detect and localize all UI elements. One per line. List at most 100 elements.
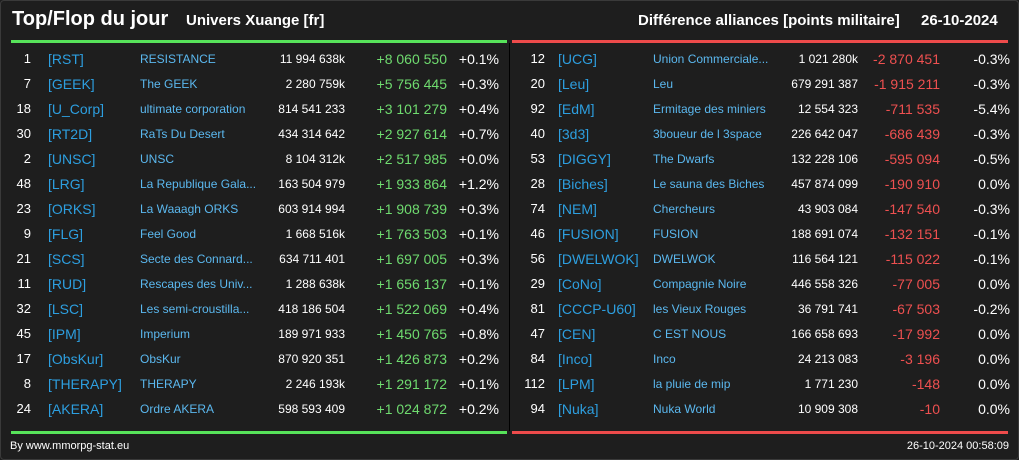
alliance-tag-link[interactable]: [CEN] xyxy=(558,326,596,342)
alliance-name-link[interactable]: Ordre AKERA xyxy=(140,402,215,416)
top-row: 17 [ObsKur] ObsKur 870 920 351 +1 426 873 +0.… xyxy=(0,348,509,373)
alliance-tag-link[interactable]: [RT2D] xyxy=(48,126,93,142)
alliance-tag-link[interactable]: [SCS] xyxy=(48,251,85,267)
alliance-name-link[interactable]: Inco xyxy=(653,352,676,366)
top-row: 30 [RT2D] RaTs Du Desert 434 314 642 +2 927 … xyxy=(0,123,509,148)
alliance-points: 116 564 121 xyxy=(792,252,858,266)
alliance-tag-link[interactable]: [ORKS] xyxy=(48,201,96,217)
alliance-tag-link[interactable]: [FLG] xyxy=(48,226,84,242)
alliance-tag-link[interactable]: [THERAPY] xyxy=(48,376,122,392)
percent-change: -0.1% xyxy=(973,226,1010,242)
alliance-name-link[interactable]: Chercheurs xyxy=(653,202,716,216)
top-row: 9 [FLG] Feel Good 1 668 516k +1 763 503 +0.1% xyxy=(0,223,509,248)
alliance-tag-link[interactable]: [NEM] xyxy=(558,201,597,217)
alliance-name-link[interactable]: La Republique Gala... xyxy=(140,177,257,191)
alliance-rank: 21 xyxy=(16,251,31,266)
alliance-name-link[interactable]: ultimate corporation xyxy=(140,102,246,116)
alliance-name-link[interactable]: Secte des Connard... xyxy=(140,252,253,266)
alliance-tag-link[interactable]: [DWELWOK] xyxy=(558,251,639,267)
alliance-points: 1 668 516k xyxy=(285,227,345,241)
percent-change: +0.1% xyxy=(458,276,499,292)
alliance-tag-link[interactable]: [UCG] xyxy=(558,51,597,67)
report-date: 26-10-2024 xyxy=(921,12,998,29)
alliance-tag-link[interactable]: [IPM] xyxy=(48,326,81,342)
alliance-tag-link[interactable]: [CoNo] xyxy=(558,276,602,292)
flop-row: 40 [3d3] 3boueur de l 3space 226 642 047 -68… xyxy=(510,123,1019,148)
percent-change: -0.5% xyxy=(973,151,1010,167)
alliance-name-link[interactable]: Les semi-croustilla... xyxy=(140,302,250,316)
alliance-name-link[interactable]: The Dwarfs xyxy=(653,152,715,166)
points-delta: +1 024 872 xyxy=(376,401,447,417)
flop-row: 81 [CCCP-U60] les Vieux Rouges 36 791 741 -6… xyxy=(510,298,1019,323)
alliance-tag-link[interactable]: [AKERA] xyxy=(48,401,104,417)
alliance-tag-link[interactable]: [FUSION] xyxy=(558,226,619,242)
points-delta: -10 xyxy=(919,401,940,417)
alliance-name-link[interactable]: Ermitage des miniers xyxy=(653,102,766,116)
alliance-tag-link[interactable]: [DIGGY] xyxy=(558,151,611,167)
percent-change: -0.3% xyxy=(973,51,1010,67)
alliance-tag-link[interactable]: [Leu] xyxy=(558,76,590,92)
alliance-tag-link[interactable]: [LSC] xyxy=(48,301,84,317)
alliance-name-link[interactable]: Le sauna des Biches xyxy=(653,177,765,191)
alliance-points: 226 642 047 xyxy=(791,127,858,141)
alliance-name-link[interactable]: THERAPY xyxy=(140,377,197,391)
top-row: 21 [SCS] Secte des Connard... 634 711 401 +1… xyxy=(0,248,509,273)
top-row: 24 [AKERA] Ordre AKERA 598 593 409 +1 024 87… xyxy=(0,398,509,423)
alliance-name-link[interactable]: La Waaagh ORKS xyxy=(140,202,239,216)
alliance-tag-link[interactable]: [3d3] xyxy=(558,126,590,142)
alliance-name-link[interactable]: RaTs Du Desert xyxy=(140,127,225,141)
alliance-rank: 92 xyxy=(530,101,545,116)
alliance-tag-link[interactable]: [Biches] xyxy=(558,176,608,192)
alliance-name-link[interactable]: Leu xyxy=(653,77,674,91)
alliance-rank: 30 xyxy=(16,126,31,141)
alliance-tag-link[interactable]: [EdM] xyxy=(558,101,595,117)
alliance-name-link[interactable]: DWELWOK xyxy=(653,252,716,266)
alliance-name-link[interactable]: Feel Good xyxy=(140,227,197,241)
alliance-tag-link[interactable]: [GEEK] xyxy=(48,76,95,92)
alliance-name-link[interactable]: la pluie de mip xyxy=(653,377,731,391)
alliance-name-link[interactable]: 3boueur de l 3space xyxy=(653,127,762,141)
alliance-rank: 40 xyxy=(530,126,545,141)
alliance-points: 1 288 638k xyxy=(285,277,345,291)
alliance-name-link[interactable]: Nuka World xyxy=(653,402,716,416)
alliance-name-link[interactable]: RESISTANCE xyxy=(140,52,216,66)
alliance-name-link[interactable]: C EST NOUS xyxy=(653,327,727,341)
alliance-name-link[interactable]: Compagnie Noire xyxy=(653,277,747,291)
alliance-name-link[interactable]: les Vieux Rouges xyxy=(653,302,747,316)
points-delta: +1 763 503 xyxy=(376,226,447,242)
percent-change: 0.0% xyxy=(978,376,1010,392)
alliance-tag-link[interactable]: [Nuka] xyxy=(558,401,599,417)
alliance-points: 1 771 230 xyxy=(804,377,858,391)
alliance-name-link[interactable]: The GEEK xyxy=(140,77,198,91)
alliance-rank: 94 xyxy=(530,401,545,416)
alliance-name-link[interactable]: ObsKur xyxy=(140,352,181,366)
alliance-name-link[interactable]: UNSC xyxy=(140,152,175,166)
header: Top/Flop du jour Univers Xuange [fr] Dif… xyxy=(0,0,1019,40)
alliance-rank: 84 xyxy=(530,351,545,366)
alliance-rank: 7 xyxy=(23,76,31,91)
alliance-tag-link[interactable]: [LRG] xyxy=(48,176,85,192)
percent-change: 0.0% xyxy=(978,351,1010,367)
alliance-tag-link[interactable]: [LPM] xyxy=(558,376,595,392)
percent-change: 0.0% xyxy=(978,276,1010,292)
alliance-tag-link[interactable]: [RUD] xyxy=(48,276,87,292)
alliance-name-link[interactable]: Union Commerciale... xyxy=(653,52,769,66)
alliance-tag-link[interactable]: [UNSC] xyxy=(48,151,96,167)
alliance-tag-link[interactable]: [RST] xyxy=(48,51,84,67)
alliance-name-link[interactable]: Rescapes des Univ... xyxy=(140,277,253,291)
alliance-tag-link[interactable]: [Inco] xyxy=(558,351,593,367)
top-row: 8 [THERAPY] THERAPY 2 246 193k +1 291 172 +0.… xyxy=(0,373,509,398)
points-delta: -2 870 451 xyxy=(873,51,940,67)
alliance-tag-link[interactable]: [U_Corp] xyxy=(48,101,105,117)
alliance-tag-link[interactable]: [ObsKur] xyxy=(48,351,104,367)
alliance-rank: 11 xyxy=(17,276,32,291)
alliance-rank: 8 xyxy=(23,376,31,391)
alliance-tag-link[interactable]: [CCCP-U60] xyxy=(558,301,636,317)
alliance-name-link[interactable]: Imperium xyxy=(140,327,191,341)
points-delta: +2 517 985 xyxy=(376,151,447,167)
alliance-name-link[interactable]: FUSION xyxy=(653,227,699,241)
alliance-points: 8 104 312k xyxy=(285,152,345,166)
alliance-points: 163 504 979 xyxy=(278,177,345,191)
percent-change: -0.3% xyxy=(973,76,1010,92)
flop-row: 53 [DIGGY] The Dwarfs 132 228 106 -595 094 -0… xyxy=(510,148,1019,173)
